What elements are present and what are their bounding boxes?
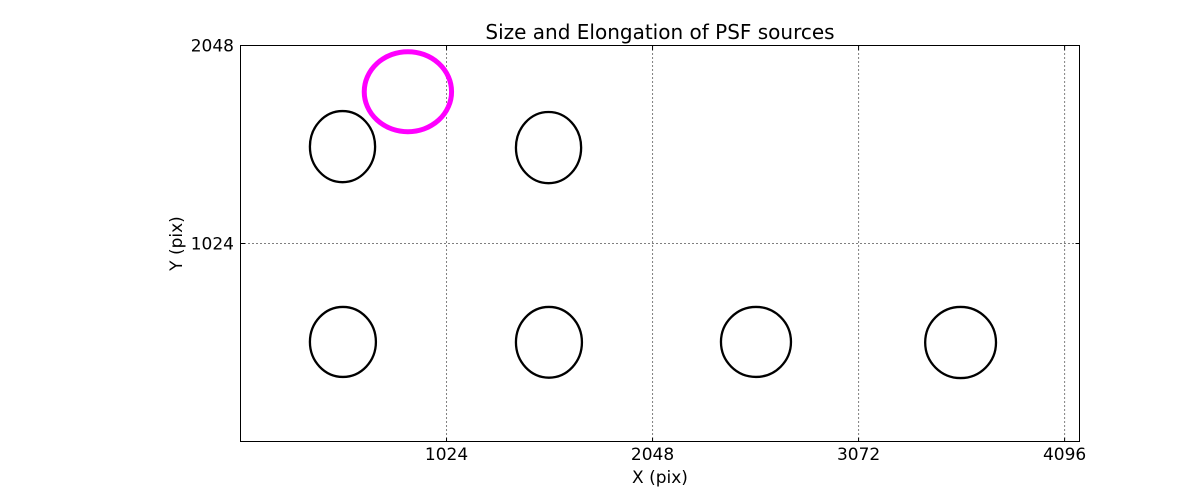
psf-ellipse-4 [514, 305, 584, 379]
x-tick-label-2048: 2048 [631, 445, 674, 465]
psf-ellipse-6 [924, 305, 998, 380]
x-tick-label-1024: 1024 [425, 445, 468, 465]
x-axis-label: X (pix) [632, 468, 688, 488]
psf-ellipse-5 [719, 305, 793, 379]
psf-ellipse-2 [514, 110, 583, 185]
y-tick-label-1024: 1024 [191, 235, 234, 255]
psf-ellipse-1 [308, 109, 377, 184]
flagged-psf-ellipse-0 [361, 49, 455, 135]
chart-title: Size and Elongation of PSF sources [485, 20, 834, 44]
y-axis-label: Y (pix) [167, 216, 187, 272]
x-tick-label-3072: 3072 [837, 445, 880, 465]
y-tick-label-2048: 2048 [191, 37, 234, 57]
x-tick-label-4096: 4096 [1043, 445, 1086, 465]
psf-ellipse-3 [308, 305, 378, 379]
